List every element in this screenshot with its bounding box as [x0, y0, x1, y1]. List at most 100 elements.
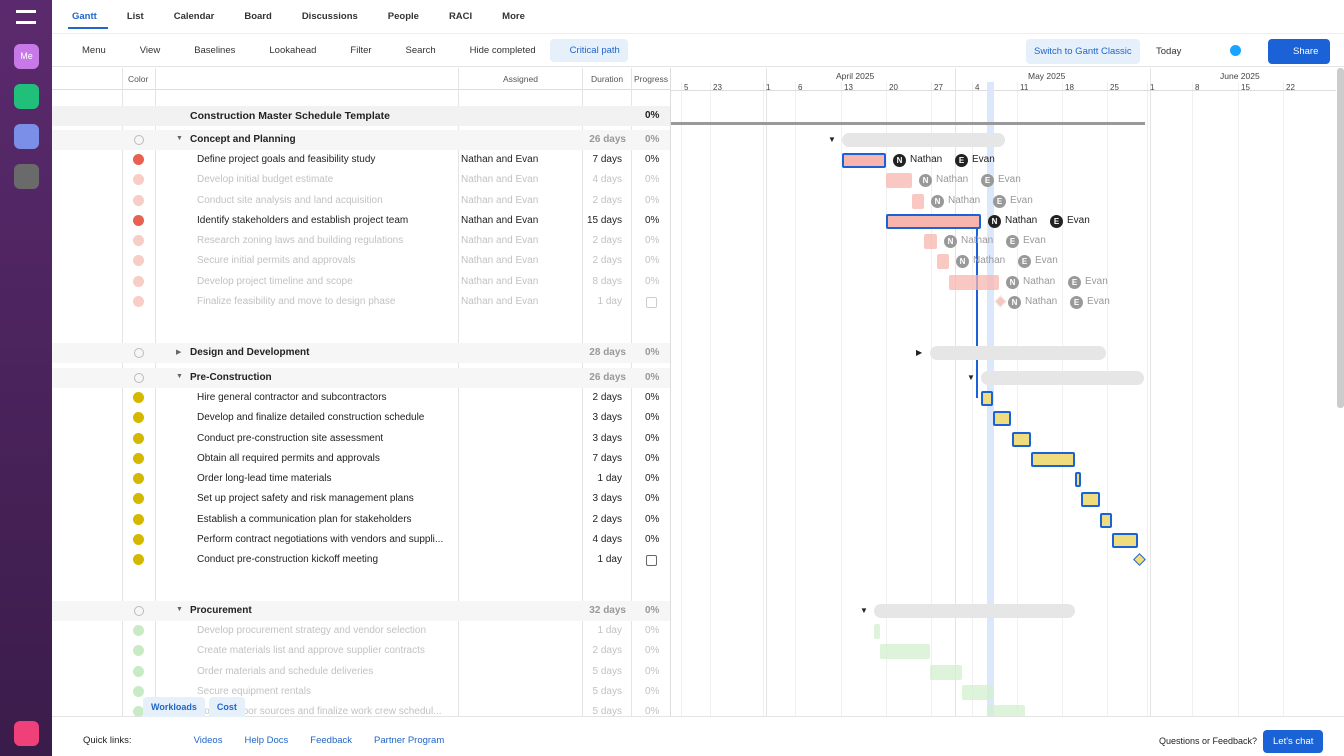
task-duration: 5 days [592, 665, 622, 677]
color-picker[interactable] [1230, 45, 1241, 56]
task-name: Order long-lead time materials [197, 473, 332, 484]
task-name: Set up project safety and risk managemen… [197, 493, 414, 505]
task-duration: 1 day [597, 625, 622, 636]
bottom-tab[interactable]: Cost [208, 697, 245, 717]
task-progress: 0% [645, 412, 660, 424]
milestone-checkbox[interactable] [646, 296, 657, 308]
week-line [1062, 82, 1063, 716]
task-dot [133, 706, 144, 716]
task-assigned: Nathan and Evan [461, 194, 539, 206]
task-bar [1012, 431, 1031, 447]
quick-link[interactable]: Feedback [310, 735, 353, 746]
task-duration: 2 days [592, 392, 622, 403]
task-duration: 2 days [592, 235, 622, 246]
nav-tab[interactable]: Board [244, 10, 272, 22]
task-dot [133, 255, 144, 267]
scrollbar[interactable] [1337, 68, 1344, 408]
bottom-tab[interactable]: Workloads [143, 697, 205, 717]
group-arrow: ▼ [860, 606, 868, 615]
task-duration: 5 days [592, 706, 622, 716]
row-bg [52, 601, 670, 621]
quick-link[interactable]: Partner Program [374, 735, 445, 746]
share-button[interactable]: Share [1268, 39, 1331, 64]
task-dot [133, 665, 144, 677]
week-line [1147, 82, 1148, 716]
task-assigned: Nathan and Evan [461, 235, 539, 246]
project-name: Construction Master Schedule Template [190, 110, 390, 122]
task-progress: 0% [645, 275, 660, 287]
column-line [631, 68, 632, 716]
task-dot [133, 214, 144, 226]
quick-link[interactable]: Videos [193, 735, 223, 746]
nav-tab[interactable]: More [502, 10, 525, 22]
chat-button[interactable]: Let's chat [1263, 730, 1324, 753]
assignee-name: Nathan [973, 255, 1006, 267]
nav-tab[interactable]: List [126, 10, 144, 22]
group-dot [134, 606, 144, 616]
assignee-name: Nathan [1023, 275, 1056, 287]
toolbar-button[interactable]: Filter [350, 44, 372, 56]
task-dot [133, 645, 144, 657]
task-bar [1031, 451, 1075, 467]
today-button[interactable]: Today [1156, 46, 1182, 57]
toolbar-button[interactable]: View [139, 44, 161, 56]
day-label: 1 [766, 83, 771, 92]
nav-tab[interactable]: RACI [448, 10, 473, 22]
task-dot [133, 174, 144, 186]
task-bar [874, 624, 880, 639]
task-dot [133, 452, 144, 464]
task-bar [1112, 532, 1138, 548]
chat-button[interactable] [14, 84, 39, 109]
feature-button[interactable] [14, 721, 39, 746]
task-bar [1075, 472, 1081, 487]
nav-tab[interactable]: Discussions [301, 10, 358, 22]
nav-tab[interactable]: People [387, 10, 419, 22]
task-name: Finalize feasibility and move to design … [197, 295, 396, 307]
task-bar [924, 234, 937, 249]
reports-button[interactable] [14, 124, 39, 149]
task-bar [981, 391, 993, 406]
task-duration: 4 days [592, 174, 622, 186]
task-duration: 2 days [592, 194, 622, 206]
group-progress: 0% [645, 605, 660, 616]
task-bar [912, 193, 924, 209]
task-assigned: Nathan and Evan [461, 295, 539, 307]
toolbar-button[interactable]: Lookahead [269, 44, 317, 56]
nav-tab[interactable]: Gantt [72, 10, 97, 22]
group-bar [842, 133, 1005, 147]
toolbar-button[interactable]: Search [405, 44, 436, 56]
toolbar-button[interactable]: Menu [82, 44, 106, 56]
me-button[interactable]: Me [14, 44, 39, 69]
task-name: Establish a communication plan for stake… [197, 513, 412, 525]
active-tab-underline [68, 27, 108, 29]
task-progress: 0% [645, 685, 660, 697]
toolbar-button[interactable]: Critical path [549, 38, 628, 62]
task-name: Develop and finalize detailed constructi… [197, 412, 425, 424]
quick-links-label[interactable]: Quick links: [83, 735, 132, 746]
toolbar-button[interactable]: Baselines [194, 44, 236, 56]
task-bar [930, 664, 962, 680]
quick-links: Quick links: Videos Help Docs Feedback Partn… [83, 735, 454, 746]
toolbar-button[interactable]: Hide completed [469, 44, 536, 56]
week-line [1192, 82, 1193, 716]
milestone-checkbox[interactable] [646, 555, 657, 566]
group-bar [981, 371, 1144, 385]
search-button[interactable] [14, 164, 39, 189]
task-duration: 5 days [592, 685, 622, 697]
task-progress: 0% [645, 533, 660, 545]
task-bar [988, 705, 1025, 716]
group-duration: 28 days [589, 347, 626, 358]
footer [52, 716, 1344, 756]
header-assigned: Assigned [503, 74, 538, 84]
task-progress: 0% [645, 625, 660, 636]
nav-tab[interactable]: Calendar [173, 10, 215, 22]
switch-classic[interactable]: Switch to Gantt Classic [1026, 39, 1140, 64]
task-name: Conduct site analysis and land acquisiti… [197, 194, 383, 206]
quick-link[interactable]: Help Docs [244, 735, 289, 746]
task-duration: 7 days [592, 154, 622, 165]
month-line [955, 68, 956, 716]
assignee-name: Evan [998, 174, 1021, 186]
task-dot [133, 295, 144, 307]
expand-toggle: ▼ [176, 373, 183, 380]
task-assigned: Nathan and Evan [461, 214, 539, 226]
